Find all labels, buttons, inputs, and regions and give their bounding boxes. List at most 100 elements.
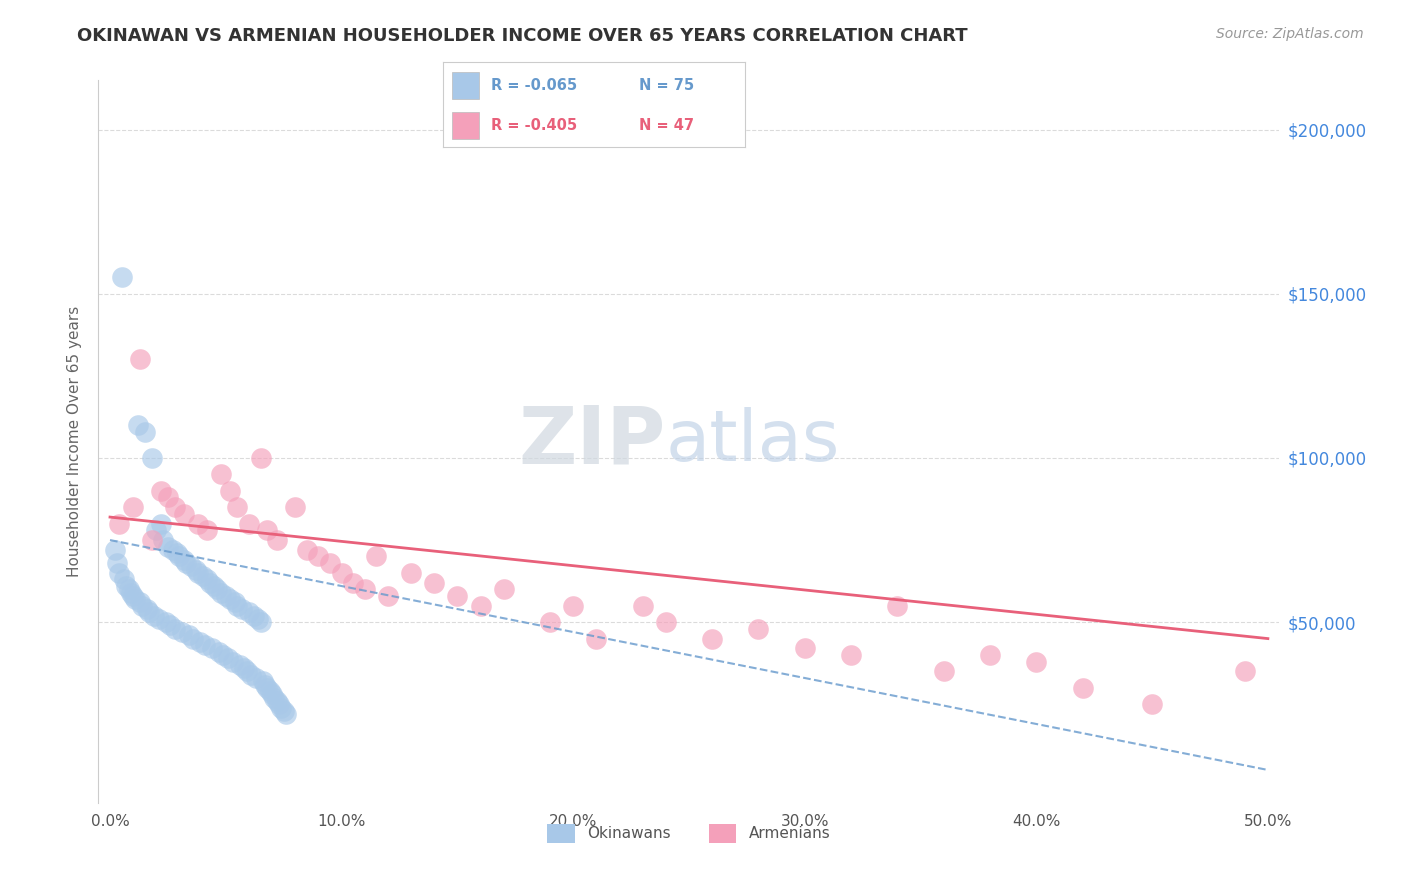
Point [162, 542, 184, 557]
Point [562, 599, 585, 613]
Point [266, 694, 288, 708]
Text: N = 75: N = 75 [640, 78, 695, 93]
Point [226, 599, 249, 613]
Point [238, 605, 260, 619]
Point [233, 661, 256, 675]
Point [184, 563, 207, 577]
Point [115, 579, 138, 593]
Text: R = -0.065: R = -0.065 [491, 78, 578, 93]
Point [205, 582, 228, 597]
Point [254, 677, 277, 691]
Point [152, 533, 174, 547]
Point [247, 612, 270, 626]
Point [108, 516, 131, 531]
Point [143, 608, 166, 623]
Point [270, 700, 292, 714]
Point [235, 665, 257, 679]
Point [149, 516, 172, 531]
Point [585, 632, 607, 646]
Point [148, 612, 170, 626]
Point [249, 615, 271, 630]
Point [194, 638, 217, 652]
Point [120, 585, 142, 599]
Point [238, 516, 260, 531]
Point [177, 628, 200, 642]
Point [110, 270, 132, 285]
Point [979, 648, 1001, 662]
Text: R = -0.405: R = -0.405 [491, 118, 578, 133]
Point [198, 575, 221, 590]
Text: Source: ZipAtlas.com: Source: ZipAtlas.com [1216, 27, 1364, 41]
Point [145, 523, 167, 537]
Text: atlas: atlas [665, 407, 839, 476]
Point [256, 523, 278, 537]
Text: ZIP: ZIP [517, 402, 665, 481]
Point [319, 556, 342, 570]
Point [226, 500, 249, 515]
Point [187, 566, 209, 580]
Point [219, 592, 242, 607]
Point [122, 500, 145, 515]
Point [104, 542, 127, 557]
Point [700, 632, 723, 646]
Point [242, 608, 264, 623]
Point [195, 523, 218, 537]
Point [1233, 665, 1256, 679]
Point [209, 467, 232, 482]
Point [423, 575, 446, 590]
Point [136, 602, 159, 616]
Point [191, 569, 214, 583]
Point [202, 579, 225, 593]
Point [176, 556, 198, 570]
Point [217, 651, 239, 665]
Point [127, 418, 149, 433]
Point [353, 582, 375, 597]
Point [156, 540, 179, 554]
Point [747, 622, 769, 636]
Point [228, 657, 250, 672]
Point [131, 599, 153, 613]
Point [538, 615, 561, 630]
Point [263, 690, 285, 705]
Point [295, 542, 318, 557]
Point [399, 566, 422, 580]
Point [266, 533, 288, 547]
Point [195, 573, 218, 587]
Point [170, 625, 193, 640]
Point [122, 589, 145, 603]
Point [655, 615, 678, 630]
Point [342, 575, 364, 590]
Point [886, 599, 908, 613]
Point [240, 667, 263, 681]
Point [446, 589, 468, 603]
Point [793, 641, 815, 656]
Point [155, 615, 177, 630]
Point [631, 599, 654, 613]
Point [117, 582, 139, 597]
Point [231, 602, 253, 616]
Point [173, 507, 195, 521]
Point [163, 622, 186, 636]
Point [173, 553, 195, 567]
Text: N = 47: N = 47 [640, 118, 695, 133]
Point [222, 655, 245, 669]
Point [201, 641, 224, 656]
Point [112, 573, 135, 587]
Point [180, 559, 202, 574]
Point [108, 566, 131, 580]
Point [273, 704, 295, 718]
Point [274, 707, 297, 722]
Point [366, 549, 388, 564]
Point [187, 516, 209, 531]
Point [252, 674, 274, 689]
Point [307, 549, 329, 564]
Point [169, 549, 191, 564]
Point [129, 352, 152, 367]
Point [224, 595, 246, 609]
Point [138, 605, 160, 619]
FancyBboxPatch shape [451, 71, 479, 99]
Point [245, 671, 267, 685]
Point [209, 585, 232, 599]
Point [134, 425, 156, 439]
Point [256, 681, 278, 695]
